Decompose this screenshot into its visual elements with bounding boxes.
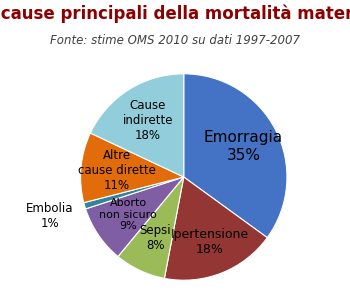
Wedge shape bbox=[86, 177, 184, 256]
Wedge shape bbox=[164, 177, 267, 280]
Wedge shape bbox=[184, 74, 287, 238]
Text: Altre
cause dirette
11%: Altre cause dirette 11% bbox=[78, 149, 156, 192]
Wedge shape bbox=[118, 177, 184, 278]
Wedge shape bbox=[84, 177, 184, 209]
Text: Sepsi
8%: Sepsi 8% bbox=[139, 224, 171, 252]
Text: Cause
indirette
18%: Cause indirette 18% bbox=[122, 99, 173, 142]
Text: Emorragia
35%: Emorragia 35% bbox=[204, 130, 283, 163]
Wedge shape bbox=[80, 133, 184, 203]
Text: Fonte: stime OMS 2010 su dati 1997-2007: Fonte: stime OMS 2010 su dati 1997-2007 bbox=[50, 34, 300, 47]
Wedge shape bbox=[90, 74, 184, 177]
Text: Embolia
1%: Embolia 1% bbox=[26, 202, 74, 230]
Text: Aborto
non sicuro
9%: Aborto non sicuro 9% bbox=[99, 198, 157, 231]
Text: Ipertensione
18%: Ipertensione 18% bbox=[170, 228, 248, 256]
Text: Le cause principali della mortalità materna: Le cause principali della mortalità mate… bbox=[0, 4, 350, 23]
